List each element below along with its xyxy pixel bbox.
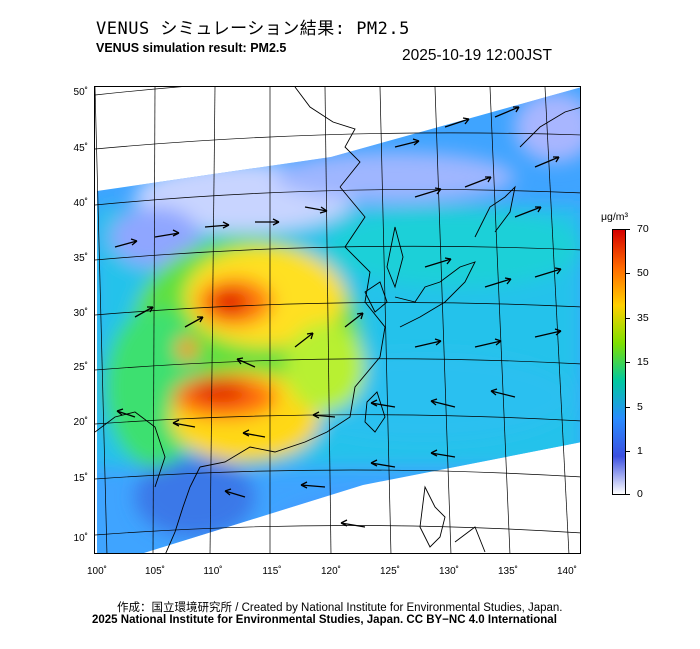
lon-label: 100˚ (86, 566, 108, 577)
lon-label: 140˚ (556, 566, 578, 577)
lat-label: 45˚ (73, 143, 88, 154)
title-jp: VENUS シミュレーション結果: PM2.5 (96, 19, 410, 39)
timestamp: 2025-10-19 12:00JST (402, 47, 552, 64)
legend-tick-label: 35 (637, 312, 649, 324)
lon-label: 115˚ (262, 566, 282, 577)
legend-tickmark (625, 318, 630, 319)
legend-tick-label: 0 (637, 488, 643, 500)
wind-arrows (114, 106, 562, 528)
legend-tickmark (625, 362, 630, 363)
graticule (95, 87, 580, 553)
lat-label: 20˚ (73, 417, 88, 428)
legend-tickmark (625, 407, 630, 408)
legend-tickmark (625, 494, 630, 495)
lon-label: 105˚ (144, 566, 166, 577)
lon-label: 135˚ (497, 566, 519, 577)
coastlines (95, 87, 580, 553)
legend-tick-label: 15 (637, 356, 649, 368)
pm25-field (97, 87, 580, 553)
lat-label: 25˚ (73, 362, 88, 373)
lat-label: 50˚ (73, 87, 88, 98)
legend-tickmark (625, 451, 630, 452)
legend-tickmark (625, 273, 630, 274)
credit-line: 作成：国立環境研究所 / Created by National Institu… (117, 602, 563, 614)
map-frame (94, 86, 581, 554)
title-en: VENUS simulation result: PM2.5 (96, 41, 287, 55)
lon-label: 130˚ (438, 566, 460, 577)
lat-label: 40˚ (73, 198, 88, 209)
legend-colorbar (612, 229, 626, 495)
legend-tick-label: 1 (637, 445, 643, 457)
lon-label: 120˚ (320, 566, 342, 577)
license-line: 2025 National Institute for Environmenta… (92, 614, 557, 626)
lon-label: 110˚ (203, 566, 223, 577)
map-canvas (95, 87, 580, 553)
legend-tick-label: 70 (637, 223, 649, 235)
legend-unit: μg/m³ (601, 211, 629, 223)
legend-tickmark (625, 229, 630, 230)
lon-label: 125˚ (379, 566, 401, 577)
lat-label: 15˚ (73, 473, 88, 484)
legend-tick-label: 50 (637, 267, 649, 279)
lat-label: 10˚ (73, 533, 88, 544)
lat-label: 35˚ (73, 253, 88, 264)
legend-tick-label: 5 (637, 401, 643, 413)
lat-label: 30˚ (73, 308, 88, 319)
